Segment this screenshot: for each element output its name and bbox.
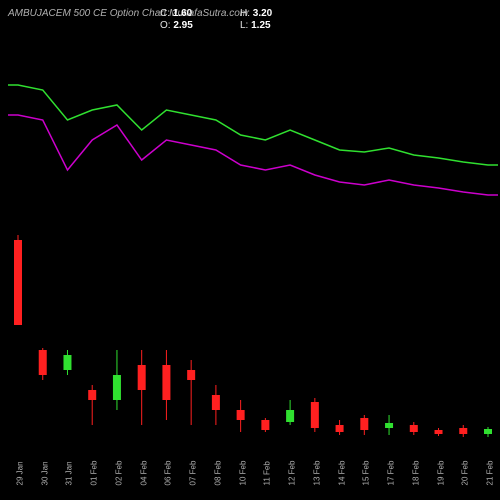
candle-body xyxy=(261,420,269,430)
candle-body xyxy=(237,410,245,420)
line-bottom xyxy=(8,115,498,195)
candle-body xyxy=(286,410,294,422)
x-tick-label: 04 Feb xyxy=(139,461,148,486)
stat-close-label: C: xyxy=(160,8,170,19)
x-tick-label: 10 Feb xyxy=(238,461,247,486)
candle-body xyxy=(14,240,22,325)
candle-body xyxy=(410,425,418,432)
candle-body xyxy=(435,430,443,434)
x-tick-label: 11 Feb xyxy=(263,461,272,485)
candle-body xyxy=(484,429,492,434)
x-tick-label: 02 Feb xyxy=(114,461,123,486)
plot-area xyxy=(8,30,498,440)
candle-body xyxy=(39,350,47,375)
candle-body xyxy=(113,375,121,400)
candle-body xyxy=(336,425,344,432)
x-tick-label: 13 Feb xyxy=(312,461,321,486)
stat-open-label: O: xyxy=(160,20,171,31)
candle-body xyxy=(212,395,220,410)
stat-close-value: 1.60 xyxy=(173,8,192,19)
x-tick-label: 01 Feb xyxy=(90,461,99,486)
x-tick-label: 14 Feb xyxy=(337,461,346,486)
candle-body xyxy=(360,418,368,430)
candle-body xyxy=(187,370,195,380)
x-tick-label: 08 Feb xyxy=(213,461,222,486)
x-tick-label: 19 Feb xyxy=(436,461,445,486)
stat-low-value: 1.25 xyxy=(251,20,270,31)
chart-container: AMBUJACEM 500 CE Option Chart MunafaSutr… xyxy=(0,0,500,500)
x-tick-label: 20 Feb xyxy=(461,461,470,486)
stat-open-value: 2.95 xyxy=(173,20,192,31)
x-axis-labels: 29 Jan 30 Jan 31 Jan 01 Feb 02 Feb 04 Feb 06 F… xyxy=(8,445,498,500)
candle-body xyxy=(311,402,319,428)
x-tick-label: 15 Feb xyxy=(362,461,371,486)
chart-title: AMBUJACEM 500 CE Option Chart MunafaSutr… xyxy=(8,8,248,19)
stat-low: L: 1.25 xyxy=(240,20,271,31)
candle-body xyxy=(459,428,467,434)
chart-svg xyxy=(8,30,498,440)
x-tick-label: 31 Jan xyxy=(65,461,74,485)
x-tick-label: 06 Feb xyxy=(164,461,173,486)
candle-body xyxy=(385,423,393,428)
x-tick-label: 18 Feb xyxy=(411,461,420,486)
x-tick-label: 17 Feb xyxy=(387,461,396,486)
candle-body xyxy=(138,365,146,390)
stat-close: C: 1.60 xyxy=(160,8,192,19)
x-tick-label: 21 Feb xyxy=(486,461,495,486)
stat-high-value: 3.20 xyxy=(253,8,272,19)
candle-body xyxy=(88,390,96,400)
stat-high: H: 3.20 xyxy=(240,8,272,19)
x-tick-label: 12 Feb xyxy=(288,461,297,486)
stat-open: O: 2.95 xyxy=(160,20,193,31)
stat-high-label: H: xyxy=(240,8,250,19)
x-tick-label: 30 Jan xyxy=(40,461,49,485)
candle-body xyxy=(162,365,170,400)
stat-low-label: L: xyxy=(240,20,248,31)
x-tick-label: 29 Jan xyxy=(16,461,25,485)
x-tick-label: 07 Feb xyxy=(189,461,198,486)
candle-body xyxy=(63,355,71,370)
